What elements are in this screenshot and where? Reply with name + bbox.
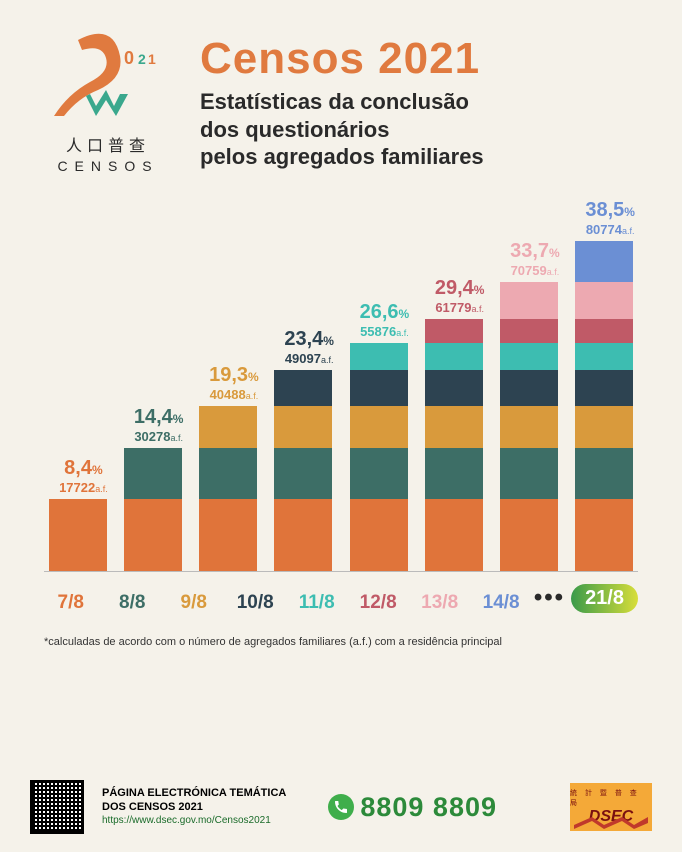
bar-column: 33,7%70759a.f. xyxy=(496,212,563,571)
bar-segment xyxy=(575,282,633,319)
bar-stack: 29,4%61779a.f. xyxy=(425,319,483,571)
bar-segment xyxy=(500,448,558,499)
bar-segment xyxy=(500,370,558,405)
logo-censos-letters: CENSOS xyxy=(38,158,178,174)
bar-value-label: 29,4%61779a.f. xyxy=(425,277,494,315)
header: 0 2 1 人口普查 CENSOS Censos 2021 Estatístic… xyxy=(0,0,682,174)
bar-segment xyxy=(274,499,332,571)
bar-segment xyxy=(350,499,408,571)
bar-segment xyxy=(350,406,408,448)
bar-segment xyxy=(425,448,483,499)
x-axis-label: 12/8 xyxy=(351,592,404,614)
bar-segment xyxy=(575,319,633,343)
bar-segment xyxy=(350,343,408,370)
x-axis-label: 10/8 xyxy=(228,592,281,614)
bar-column: 14,4%30278a.f. xyxy=(119,212,186,571)
page-title: Censos 2021 xyxy=(200,34,652,84)
final-date-pill: 21/8 xyxy=(571,584,638,613)
bar-segment xyxy=(199,448,257,499)
bar-value-label: 26,6%55876a.f. xyxy=(350,301,419,339)
subtitle-line2: dos questionários xyxy=(200,117,389,142)
bar-stack: 14,4%30278a.f. xyxy=(124,448,182,571)
bar-segment xyxy=(199,406,257,448)
phone-icon xyxy=(328,794,354,820)
x-axis-label: 14/8 xyxy=(474,592,527,614)
bar-value-label: 38,5%80774a.f. xyxy=(575,199,644,237)
bar-stack: 23,4%49097a.f. xyxy=(274,370,332,571)
bar-segment xyxy=(124,499,182,571)
bar-value-label: 19,3%40488a.f. xyxy=(199,364,268,402)
x-axis-label: 13/8 xyxy=(413,592,466,614)
bar-column: 38,5%80774a.f. xyxy=(571,212,638,571)
bar-column: 19,3%40488a.f. xyxy=(195,212,262,571)
bar-column: 29,4%61779a.f. xyxy=(420,212,487,571)
x-axis: 7/8 8/8 9/8 10/8 11/8 12/8 13/8 14/8 xyxy=(44,592,528,614)
dsec-logo: 統 計 暨 普 查 局 DSEC xyxy=(570,783,652,831)
x-axis-label: 7/8 xyxy=(44,592,97,614)
qr-code-icon xyxy=(30,780,84,834)
bar-segment xyxy=(575,241,633,282)
bar-segment xyxy=(199,499,257,571)
title-block: Censos 2021 Estatísticas da conclusão do… xyxy=(200,28,652,171)
bar-segment xyxy=(500,319,558,343)
bar-stack: 8,4%17722a.f. xyxy=(49,499,107,571)
x-axis-label: 11/8 xyxy=(290,592,343,614)
bar-segment xyxy=(274,370,332,405)
bar-stack: 33,7%70759a.f. xyxy=(500,282,558,571)
ellipsis-icon: ••• xyxy=(534,586,565,610)
census-logo: 0 2 1 人口普查 CENSOS xyxy=(38,28,178,174)
bar-segment xyxy=(575,406,633,448)
website-line2: DOS CENSOS 2021 xyxy=(102,801,286,815)
x-axis-label: 9/8 xyxy=(167,592,220,614)
bar-column: 8,4%17722a.f. xyxy=(44,212,111,571)
dsec-chinese: 統 計 暨 普 查 局 xyxy=(570,788,652,808)
bar-segment xyxy=(500,499,558,571)
logo-swirl-icon: 0 2 1 xyxy=(38,28,168,128)
bar-segment xyxy=(425,499,483,571)
subtitle-line3: pelos agregados familiares xyxy=(200,144,484,169)
bar-stack: 26,6%55876a.f. xyxy=(350,343,408,571)
bar-segment xyxy=(274,406,332,448)
bar-segment xyxy=(274,448,332,499)
bar-segment xyxy=(350,370,408,405)
chart-container: 8,4%17722a.f.14,4%30278a.f.19,3%40488a.f… xyxy=(44,212,638,614)
subtitle: Estatísticas da conclusão dos questionár… xyxy=(200,88,652,171)
bar-segment xyxy=(575,499,633,571)
website-block: PÁGINA ELECTRÓNICA TEMÁTICA DOS CENSOS 2… xyxy=(102,787,286,827)
bar-value-label: 8,4%17722a.f. xyxy=(49,457,118,495)
bar-segment xyxy=(350,448,408,499)
stacked-bar-chart: 8,4%17722a.f.14,4%30278a.f.19,3%40488a.f… xyxy=(44,212,638,572)
bar-stack: 19,3%40488a.f. xyxy=(199,406,257,571)
bar-value-label: 33,7%70759a.f. xyxy=(500,240,569,278)
logo-chinese: 人口普查 xyxy=(38,132,178,156)
bar-segment xyxy=(425,319,483,343)
bar-segment xyxy=(575,370,633,405)
bar-stack: 38,5%80774a.f. xyxy=(575,241,633,571)
bar-segment xyxy=(575,448,633,499)
svg-text:0: 0 xyxy=(124,48,134,68)
website-line1: PÁGINA ELECTRÓNICA TEMÁTICA xyxy=(102,787,286,801)
bar-value-label: 23,4%49097a.f. xyxy=(274,328,343,366)
bar-segment xyxy=(425,343,483,370)
svg-text:2: 2 xyxy=(138,51,146,67)
bar-segment xyxy=(49,499,107,571)
bar-segment xyxy=(575,343,633,370)
phone-block: 8809 8809 xyxy=(328,792,497,823)
bar-segment xyxy=(500,406,558,448)
website-url: https://www.dsec.gov.mo/Censos2021 xyxy=(102,815,286,828)
svg-text:1: 1 xyxy=(148,51,156,67)
bar-value-label: 14,4%30278a.f. xyxy=(124,406,193,444)
bar-column: 26,6%55876a.f. xyxy=(345,212,412,571)
x-axis-label: 8/8 xyxy=(105,592,158,614)
footnote: *calculadas de acordo com o número de ag… xyxy=(44,636,638,648)
bar-segment xyxy=(124,448,182,499)
footer: PÁGINA ELECTRÓNICA TEMÁTICA DOS CENSOS 2… xyxy=(30,780,652,834)
bar-segment xyxy=(500,343,558,370)
bar-segment xyxy=(425,406,483,448)
phone-number: 8809 8809 xyxy=(360,792,497,823)
bar-column: 23,4%49097a.f. xyxy=(270,212,337,571)
subtitle-line1: Estatísticas da conclusão xyxy=(200,89,469,114)
bar-segment xyxy=(500,282,558,319)
bar-segment xyxy=(425,370,483,405)
